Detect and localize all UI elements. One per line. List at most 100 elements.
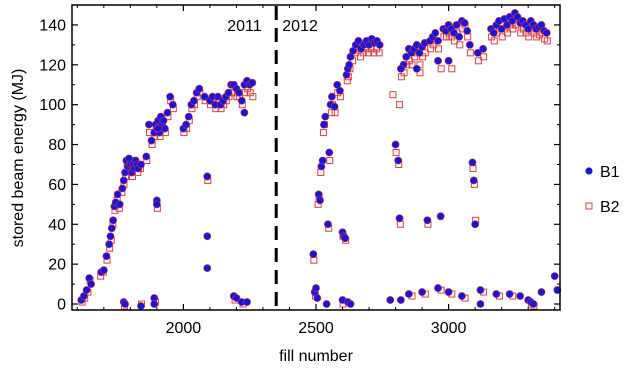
b1-point xyxy=(508,17,517,25)
b1-point xyxy=(335,86,344,95)
b1-point xyxy=(121,300,129,308)
b1-point xyxy=(237,96,246,105)
b1-point xyxy=(346,300,355,308)
b2-point xyxy=(543,37,551,45)
b1-point xyxy=(322,300,331,308)
b1-point xyxy=(203,172,212,181)
b1-point xyxy=(113,190,122,199)
b1-point xyxy=(190,96,198,105)
b1-point xyxy=(137,302,145,310)
x-tick-label: 2500 xyxy=(298,320,334,337)
b1-point xyxy=(489,29,498,37)
b1-point xyxy=(312,284,320,292)
b1-point xyxy=(203,232,212,241)
b1-point xyxy=(452,21,461,29)
b1-point xyxy=(224,88,233,97)
b1-point xyxy=(182,120,190,129)
b1-point xyxy=(166,92,175,101)
b1-point xyxy=(328,92,336,101)
b1-point xyxy=(118,184,127,193)
b1-point xyxy=(321,112,330,121)
b1-point xyxy=(455,32,464,41)
y-tick-label: 120 xyxy=(39,57,66,74)
b1-point xyxy=(324,220,332,229)
b1-point xyxy=(106,232,115,241)
b2-point xyxy=(469,164,477,172)
b1-point xyxy=(213,92,222,101)
b2-point xyxy=(474,57,482,65)
y-tick-label: 80 xyxy=(48,137,66,154)
b1-point xyxy=(154,124,163,133)
b1-point xyxy=(330,102,339,111)
b1-point xyxy=(232,294,241,302)
b1-point xyxy=(184,112,193,121)
b2-point xyxy=(498,33,506,41)
b1-point xyxy=(325,148,334,157)
b1-point xyxy=(404,290,413,298)
b2-point xyxy=(319,129,327,137)
b2-point xyxy=(396,101,404,109)
b1-point xyxy=(160,124,169,133)
y-axis-ticks: 0 20 40 60 80 100 120 140 xyxy=(39,17,560,314)
b1-point xyxy=(102,252,111,261)
b1-point xyxy=(235,88,243,97)
b1-point xyxy=(423,216,432,225)
b2-point xyxy=(456,41,464,49)
b1-point xyxy=(152,200,161,209)
b2-point xyxy=(389,91,397,99)
b1-point xyxy=(396,296,405,304)
b1-point xyxy=(119,176,128,185)
b2-point xyxy=(490,37,498,45)
b1-point xyxy=(468,158,477,167)
b1-point xyxy=(418,288,426,296)
b2-point xyxy=(464,33,472,41)
b2-point xyxy=(310,256,318,264)
b1-point xyxy=(505,290,514,298)
b1-point xyxy=(391,140,400,149)
b2-point xyxy=(397,73,405,81)
b1-point xyxy=(450,29,458,37)
x-tick-label: 2000 xyxy=(166,320,202,337)
b1-point xyxy=(463,27,472,35)
y-tick-label: 100 xyxy=(39,97,66,114)
b1-point xyxy=(386,296,395,304)
b1-point xyxy=(240,108,249,117)
legend-b1-label: B1 xyxy=(600,164,620,181)
series-b2-points xyxy=(78,21,551,310)
b1-point xyxy=(457,292,466,300)
x-tick-label: 3000 xyxy=(431,320,467,337)
b1-point xyxy=(203,264,212,273)
y-tick-label: 60 xyxy=(48,177,66,194)
b1-point xyxy=(320,120,328,129)
b1-point xyxy=(492,290,501,298)
legend-b1-marker xyxy=(585,167,593,175)
b2-point xyxy=(450,37,458,45)
b2-point xyxy=(480,53,488,61)
b1-point xyxy=(396,64,405,73)
b1-point xyxy=(503,21,511,29)
b1-point xyxy=(434,56,442,65)
b1-point xyxy=(115,200,124,209)
b1-point xyxy=(402,52,411,61)
b2-point xyxy=(503,29,511,37)
b1-point xyxy=(150,300,159,308)
b1-point xyxy=(200,92,209,101)
b1-point xyxy=(345,60,354,69)
b1-point xyxy=(476,300,485,308)
x-axis-ticks: 2000 2500 3000 xyxy=(76,5,556,337)
b1-point xyxy=(436,212,445,221)
b1-point xyxy=(82,286,91,294)
b1-point xyxy=(460,19,469,27)
b1-point xyxy=(553,286,562,294)
legend-b2-marker xyxy=(585,202,593,210)
b1-point xyxy=(516,292,525,300)
b1-point xyxy=(537,288,546,296)
b1-point xyxy=(99,266,108,275)
b1-point xyxy=(434,284,442,292)
y-tick-label: 140 xyxy=(39,17,66,34)
b1-point xyxy=(341,234,350,243)
b1-point xyxy=(195,84,204,93)
b1-point xyxy=(159,116,168,125)
annotation-2011: 2011 xyxy=(227,18,262,35)
b1-point xyxy=(542,29,551,37)
